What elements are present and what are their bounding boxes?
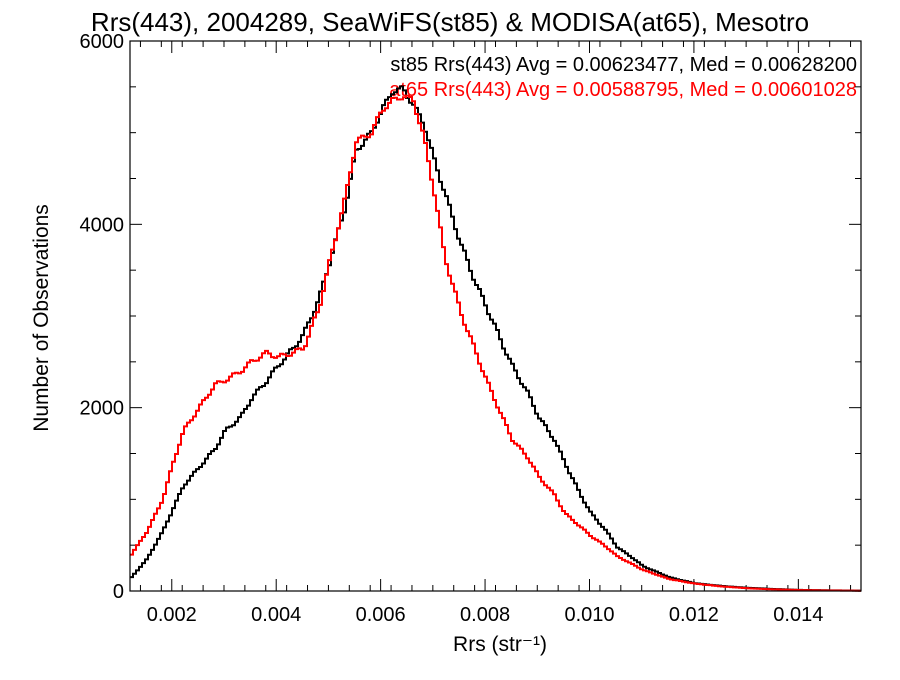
x-tick-label: 0.008 (460, 604, 510, 626)
x-tick-label: 0.012 (669, 604, 719, 626)
x-tick-label: 0.010 (564, 604, 614, 626)
y-axis-label: Number of Observations (30, 204, 53, 432)
x-tick-label: 0.014 (773, 604, 823, 626)
series-stats-at65: at65 Rrs(443) Avg = 0.00588795, Med = 0.… (389, 79, 857, 101)
plot-frame (129, 40, 862, 592)
y-tick-label: 2000 (80, 398, 125, 420)
x-tick-label: 0.002 (147, 604, 197, 626)
series-line-at65 (130, 94, 861, 592)
series-layer (130, 85, 861, 592)
series-stats-st85: st85 Rrs(443) Avg = 0.00623477, Med = 0.… (390, 54, 857, 76)
y-tick-label: 6000 (80, 31, 125, 53)
x-tick-label: 0.004 (251, 604, 301, 626)
y-tick-label: 4000 (80, 214, 125, 236)
series-st85 (130, 85, 861, 592)
series-line-st85 (130, 85, 861, 592)
series-at65 (130, 94, 861, 592)
y-tick-label: 0 (113, 581, 124, 603)
x-axis-label: Rrs (str⁻¹) (453, 633, 547, 656)
x-tick-label: 0.006 (356, 604, 406, 626)
chart-title: Rrs(443), 2004289, SeaWiFS(st85) & MODIS… (91, 7, 809, 37)
axis-ticks: 0.002 0.004 0.006 0.008 0.010 0.012 0.014 0 2000… (80, 31, 861, 626)
